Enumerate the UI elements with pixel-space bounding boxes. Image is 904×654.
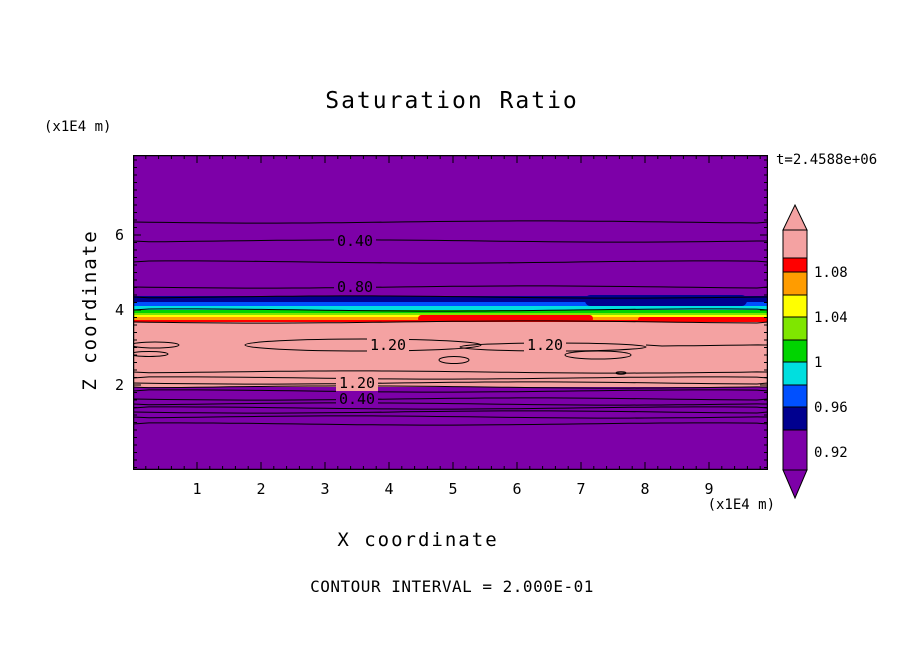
contour-label: 1.20 [339, 374, 375, 392]
x-tick-label: 6 [512, 480, 522, 498]
contour-line [133, 381, 768, 385]
color-band-purple [133, 387, 768, 470]
contour-loop [244, 338, 482, 352]
contour-label-bg [334, 233, 376, 249]
colorbar-tick-label: 1 [814, 355, 822, 371]
contour-label-bg [524, 337, 566, 353]
colorbar-tick-label: 0.92 [814, 445, 848, 461]
x-tick-label: 7 [576, 480, 586, 498]
contour-line [133, 385, 768, 389]
contour-line [133, 220, 768, 224]
contour-line [133, 260, 768, 264]
contour-line [133, 406, 768, 410]
x-tick-label: 3 [320, 480, 330, 498]
colorbar-segment-navy [782, 406, 808, 431]
chart-title: Saturation Ratio [325, 88, 579, 114]
x-tick-label: 2 [256, 480, 266, 498]
contour-label-bg [336, 375, 378, 391]
contour-plot-canvas: 0.400.801.20 1.201.200.40 [133, 155, 768, 470]
contour-line [133, 320, 768, 324]
colorbar: 1.08 1.04 1 0.96 0.92 [782, 203, 848, 500]
colorbar-tick-label: 1.04 [814, 310, 848, 326]
x-tick-label: 5 [448, 480, 458, 498]
color-band-pink [133, 322, 768, 387]
contour-label: 0.40 [337, 232, 373, 250]
timestamp-label: t=2.4588e+06 [776, 152, 878, 168]
color-blob-navy [585, 295, 747, 306]
x-tick-label: 9 [704, 480, 714, 498]
contour-line [133, 370, 768, 374]
contour-label: 1.20 [527, 336, 563, 354]
contour-line [133, 285, 768, 289]
contour-interval-label: CONTOUR INTERVAL = 2.000E-01 [310, 577, 594, 596]
contour-label-bg [367, 337, 409, 353]
x-tick-label: 8 [640, 480, 650, 498]
colorbar-tick-label: 0.96 [814, 400, 848, 416]
contour-line [133, 422, 768, 426]
color-band-purple [133, 155, 768, 296]
colorbar-segment-chartreuse [782, 316, 808, 341]
x-axis-unit-label: (x1E4 m) [707, 497, 775, 513]
contour-loop [615, 371, 627, 375]
color-band-blue [133, 302, 768, 306]
colorbar-tick-label: 1.08 [814, 265, 848, 281]
y-tick-label: 2 [114, 376, 124, 394]
contour-line [133, 308, 768, 312]
y-tick-label: 4 [114, 301, 124, 319]
colorbar-segment-red [782, 257, 808, 273]
colorbar-segment-blue [782, 384, 808, 408]
plot-frame [133, 155, 768, 470]
color-band-chartreuse [133, 313, 768, 315]
contour-loop [133, 341, 180, 349]
colorbar-segment-orange [782, 271, 808, 296]
contour-label: 0.40 [339, 390, 375, 408]
contour-line [133, 402, 768, 406]
y-axis-unit-label: (x1E4 m) [44, 119, 112, 135]
contour-label: 1.20 [370, 336, 406, 354]
colorbar-segment-purple [782, 429, 808, 471]
contour-line [133, 389, 768, 393]
y-axis-title: Z coordinate [79, 229, 101, 391]
colorbar-segment-yellow [782, 294, 808, 318]
contour-label-bg [336, 391, 378, 407]
contour-loop [438, 356, 470, 364]
x-tick-label: 1 [192, 480, 202, 498]
colorbar-segment-pink [782, 229, 808, 259]
contour-line [133, 295, 768, 299]
contour-label: 0.80 [337, 278, 373, 296]
color-blob-red [638, 317, 768, 322]
contour-line [133, 239, 768, 243]
y-tick-label: 6 [114, 226, 124, 244]
contour-line [133, 415, 768, 419]
x-tick-label: 4 [384, 480, 394, 498]
colorbar-cap-bottom [782, 469, 808, 500]
color-band-navy [133, 296, 768, 302]
color-band-cyan [133, 306, 768, 310]
contour-loop [133, 351, 169, 357]
colorbar-segment-green [782, 339, 808, 363]
contour-line [645, 344, 768, 347]
colorbar-cap-top [782, 203, 808, 231]
contour-line [133, 410, 768, 414]
contour-label-bg [334, 279, 376, 295]
contour-loop [564, 350, 632, 360]
contour-line [133, 376, 768, 380]
contour-line [133, 397, 768, 401]
colorbar-segment-cyan [782, 361, 808, 386]
x-axis-title: X coordinate [337, 529, 499, 551]
color-blob-red [418, 315, 593, 322]
